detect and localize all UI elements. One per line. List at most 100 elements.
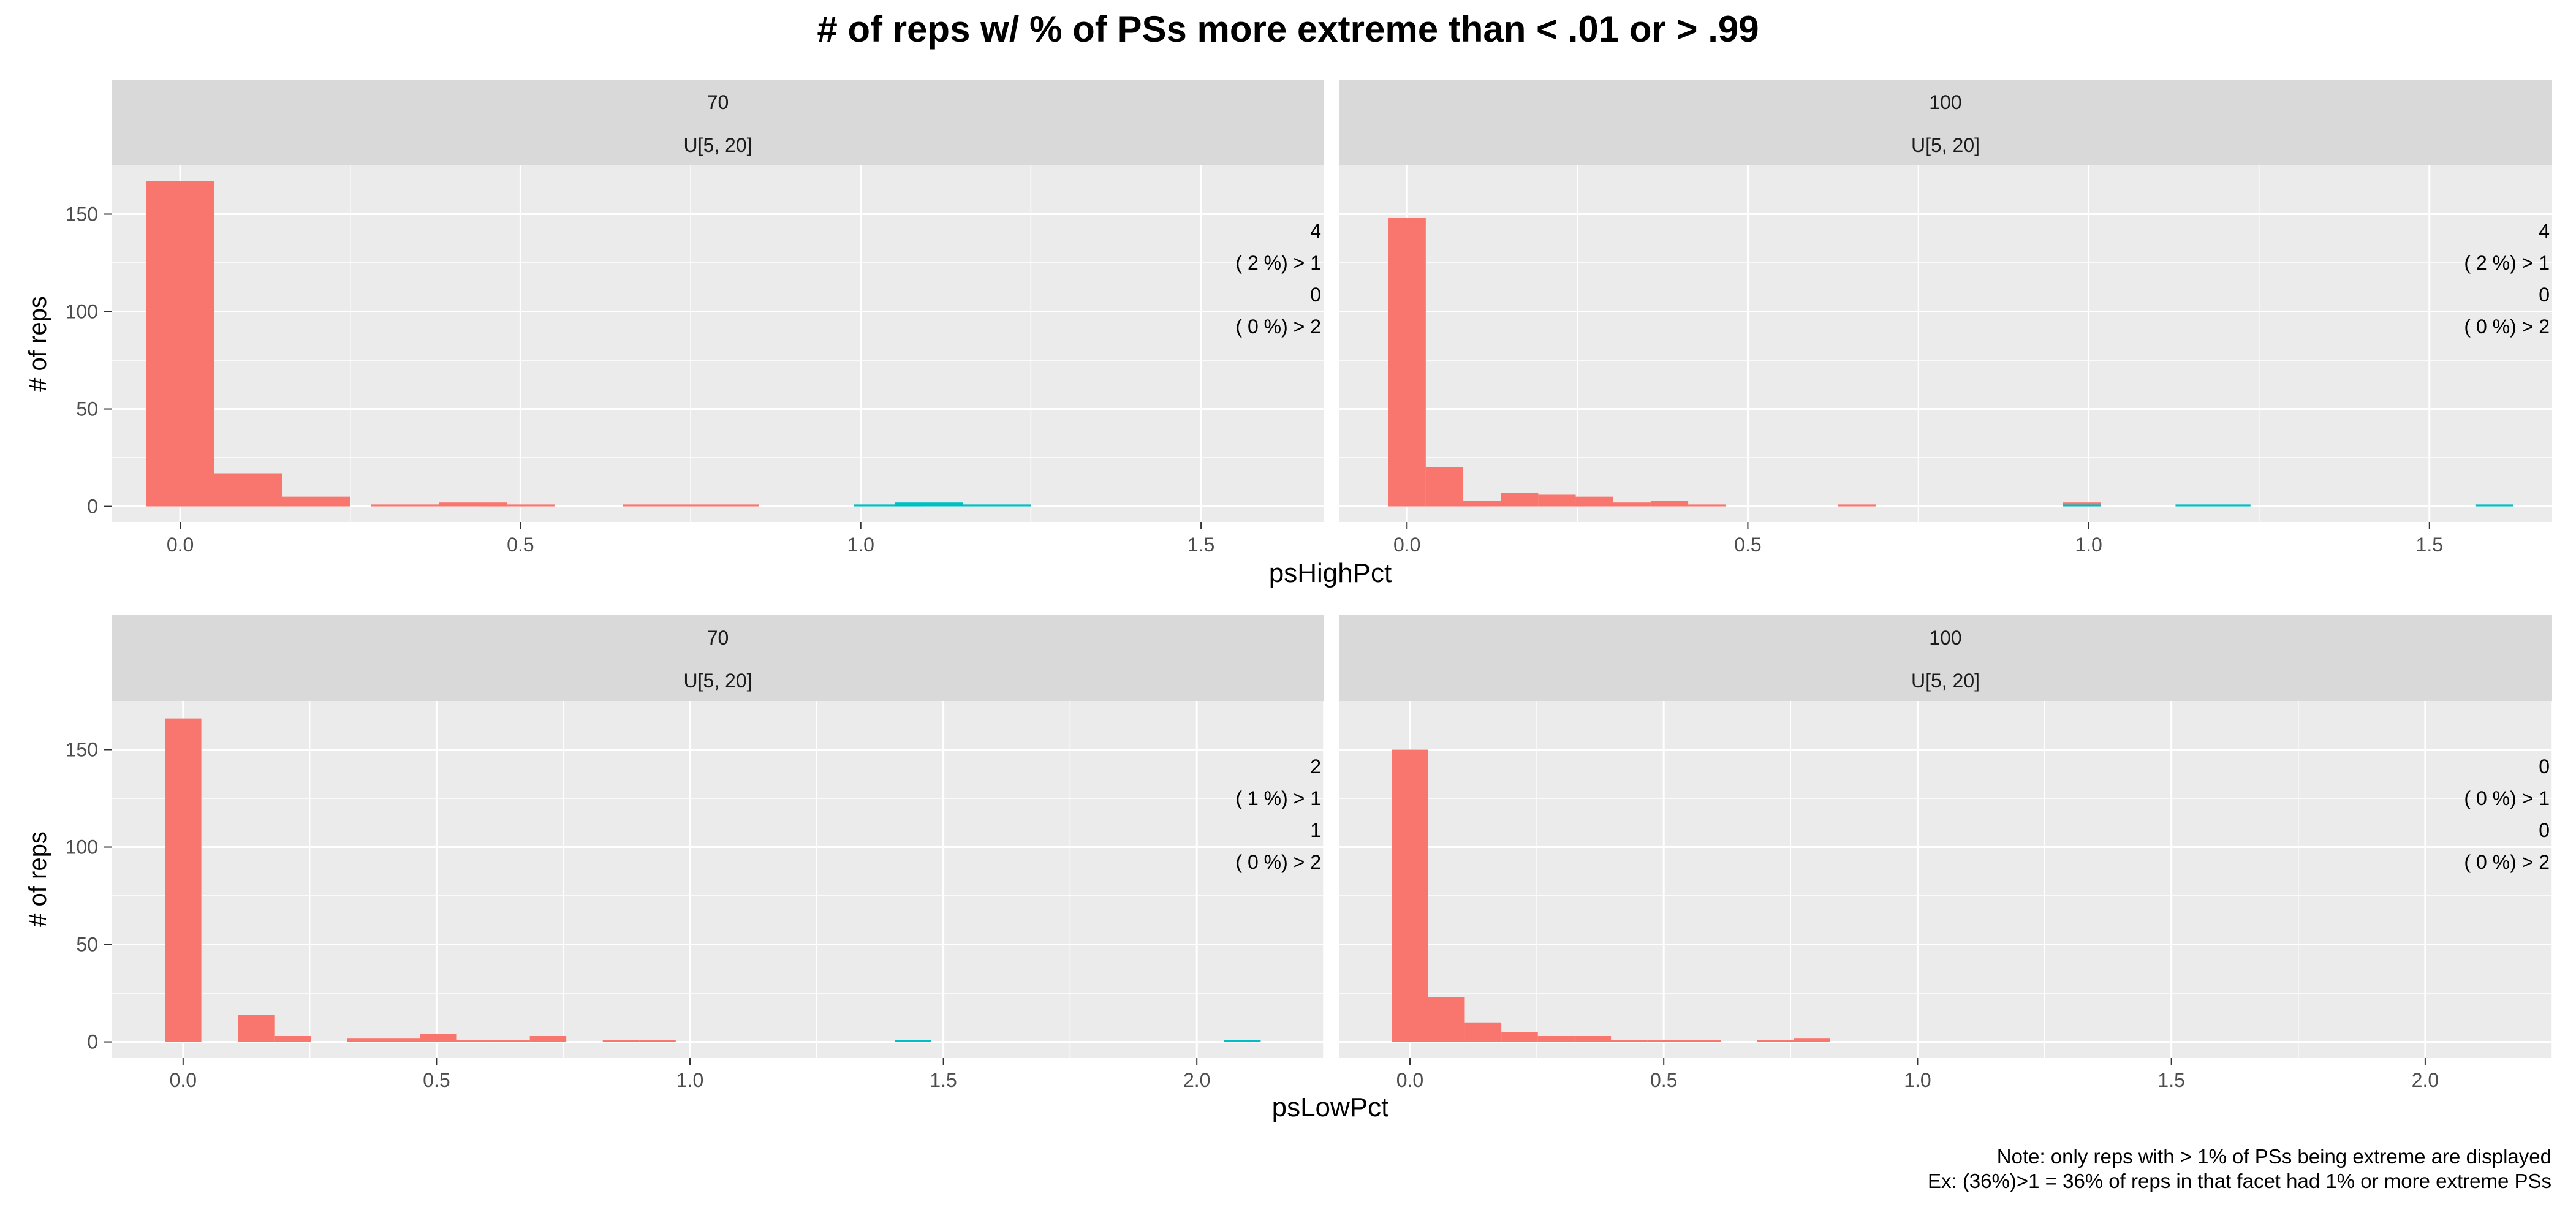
histogram-bar [1501, 493, 1539, 507]
histogram-bar [439, 502, 507, 507]
y-tick-label: 0 [87, 1031, 98, 1053]
histogram-bar [1838, 504, 1876, 507]
x-tick-label: 1.5 [2416, 534, 2443, 556]
x-tick-label: 0.0 [170, 1069, 197, 1091]
x-tick-label: 2.0 [1183, 1069, 1210, 1091]
facet-annotation-line: 1 [1310, 819, 1321, 841]
facet-annotation-line: 2 [1310, 755, 1321, 778]
histogram-bar [1647, 1040, 1684, 1042]
facet-strip-label: U[5, 20] [1911, 134, 1980, 156]
facet-annotation-line: ( 0 %) > 2 [1235, 316, 1321, 338]
histogram-bar [371, 504, 439, 507]
panel-background [112, 165, 1324, 522]
histogram-bar [146, 181, 214, 507]
y-tick-label: 150 [66, 203, 98, 225]
histogram-bar [1501, 1032, 1538, 1042]
histogram-bar [691, 504, 759, 507]
histogram-bar [274, 1036, 311, 1042]
footnote-line-2: Ex: (36%)>1 = 36% of reps in that facet … [1927, 1170, 2551, 1192]
y-tick-label: 0 [87, 496, 98, 518]
x-tick-label: 0.5 [1650, 1069, 1677, 1091]
histogram-bar [347, 1038, 384, 1042]
facet-annotation-line: 0 [2539, 819, 2550, 841]
facet-strip-label: 70 [707, 91, 729, 113]
x-tick-label: 0.0 [167, 534, 194, 556]
facet-annotation-line: 0 [2539, 755, 2550, 778]
y-axis-title: # of reps [25, 296, 51, 392]
histogram-bar [1428, 997, 1465, 1042]
facet-strip-label: U[5, 20] [683, 670, 752, 692]
histogram-bar [639, 1040, 676, 1042]
y-tick-label: 100 [66, 836, 98, 858]
x-tick-label: 1.5 [2157, 1069, 2184, 1091]
histogram-bar [1463, 501, 1501, 507]
histogram-bar [1464, 1022, 1502, 1042]
facet-strip [1339, 80, 2552, 165]
histogram-bar [529, 1036, 567, 1042]
y-tick-label: 50 [76, 398, 98, 420]
x-axis-title: psLowPct [1272, 1092, 1389, 1122]
histogram-bar [854, 504, 922, 507]
x-tick-label: 0.0 [1396, 1069, 1423, 1091]
facet-strip-label: U[5, 20] [1911, 670, 1980, 692]
facet-annotation-line: 0 [2539, 284, 2550, 306]
histogram-bar [238, 1015, 275, 1042]
histogram-bar [1611, 1040, 1648, 1042]
histogram-bar [1574, 1036, 1612, 1042]
histogram-bar [1613, 502, 1651, 507]
x-axis-title: psHighPct [1269, 558, 1392, 588]
footnote-line-1: Note: only reps with > 1% of PSs being e… [1996, 1145, 2551, 1168]
facet-strip [1339, 615, 2552, 701]
histogram-bar [1224, 1040, 1261, 1042]
x-tick-label: 1.0 [676, 1069, 703, 1091]
footnote: Note: only reps with > 1% of PSs being e… [1928, 1145, 2551, 1194]
histogram-bar [214, 473, 282, 507]
facet-strip-label: 70 [707, 627, 729, 649]
facet-annotation-line: ( 1 %) > 1 [1235, 787, 1321, 809]
x-tick-label: 2.0 [2412, 1069, 2439, 1091]
histogram-bar [1575, 496, 1613, 507]
histogram-bar [1388, 218, 1426, 507]
histogram-bar [1650, 501, 1689, 507]
x-tick-label: 1.5 [1188, 534, 1214, 556]
x-tick-label: 1.5 [930, 1069, 957, 1091]
x-tick-label: 0.5 [423, 1069, 450, 1091]
histogram-bar [1684, 1040, 1721, 1042]
facet-annotation-line: ( 2 %) > 1 [2464, 252, 2550, 274]
histogram-bar [1537, 1036, 1575, 1042]
x-tick-label: 1.0 [847, 534, 874, 556]
histogram-bar [623, 504, 691, 507]
histogram-bar [1538, 494, 1576, 507]
histogram-bar [895, 1040, 931, 1042]
facet-strip [112, 615, 1324, 701]
histogram-bar [493, 1040, 530, 1042]
facet-annotation-line: ( 0 %) > 2 [2464, 851, 2550, 873]
x-tick-label: 1.0 [2075, 534, 2102, 556]
facet-annotation-line: ( 2 %) > 1 [1235, 252, 1321, 274]
facet-strip-label: 100 [1929, 91, 1961, 113]
histogram-bar [1794, 1038, 1830, 1042]
facet-strip-label: U[5, 20] [683, 134, 752, 156]
histogram-bar [895, 502, 963, 507]
panel-background [112, 701, 1324, 1058]
y-tick-label: 150 [66, 739, 98, 761]
facet-strip [112, 80, 1324, 165]
histogram-bar [420, 1034, 457, 1042]
x-tick-label: 0.5 [1734, 534, 1761, 556]
histogram-bar [2475, 504, 2513, 507]
facet-annotation-line: 4 [1310, 220, 1321, 242]
histogram-bar [1425, 467, 1464, 507]
page-title: # of reps w/ % of PSs more extreme than … [817, 9, 1759, 50]
x-tick-label: 0.0 [1393, 534, 1420, 556]
histogram-bar [1757, 1040, 1794, 1042]
histogram-bar [1392, 749, 1428, 1042]
histogram-bar [1688, 504, 1726, 507]
histogram-bar [602, 1040, 640, 1042]
panel-background [1339, 701, 2552, 1058]
panel-background [1339, 165, 2552, 522]
facet-annotation-line: 0 [1310, 284, 1321, 306]
histogram-bar [165, 718, 202, 1042]
histogram-bar [282, 496, 350, 507]
histogram-bar [384, 1038, 420, 1042]
